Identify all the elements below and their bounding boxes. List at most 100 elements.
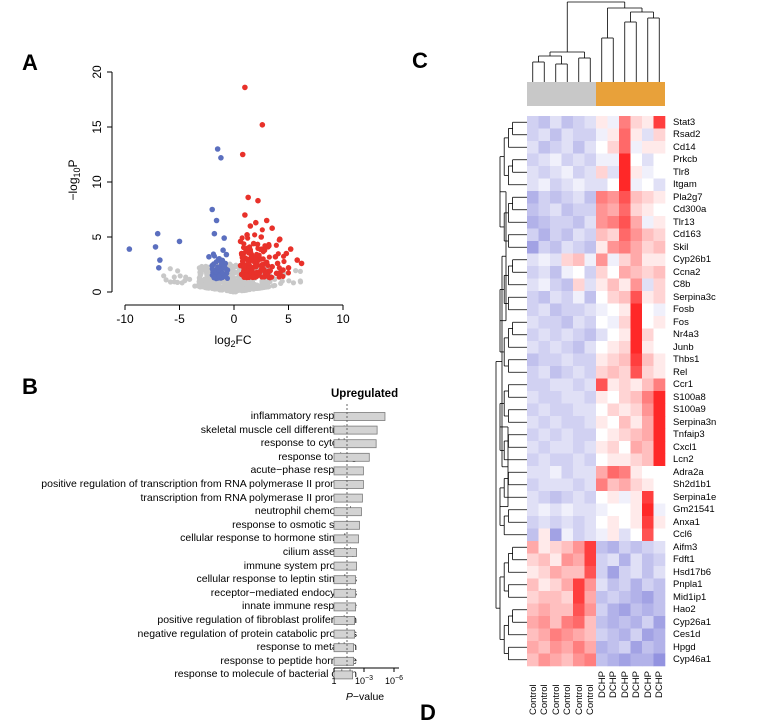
heatmap-cell xyxy=(584,428,597,442)
gene-label: Pnpla1 xyxy=(673,579,703,591)
go-term-label: negative regulation of protein catabolic… xyxy=(137,627,357,640)
heatmap-cell xyxy=(607,441,620,454)
volcano-point-up xyxy=(245,250,252,256)
heatmap-cell xyxy=(607,366,620,379)
heatmap-cell xyxy=(607,491,620,504)
heatmap-cell xyxy=(561,316,574,329)
go-axis: 1 10−3 10−6 xyxy=(331,404,403,686)
heatmap-cell xyxy=(561,253,574,267)
heatmap-cell xyxy=(584,591,597,604)
heatmap-cell xyxy=(561,128,574,142)
gene-label: Ces1d xyxy=(673,629,701,641)
heatmap-cell xyxy=(561,653,574,667)
heatmap-cell xyxy=(619,153,631,167)
heatmap-cell xyxy=(538,566,551,579)
heatmap-cell xyxy=(653,291,666,304)
volcano-point-up xyxy=(247,223,254,229)
volcano-point-up xyxy=(239,235,245,241)
heatmap-cell xyxy=(573,378,585,392)
heatmap-cell xyxy=(573,353,585,367)
volcano-axes: -10 -5 0 5 10 0 5 10 15 20 xyxy=(90,65,350,326)
heatmap-cell xyxy=(642,291,654,304)
heatmap-cell xyxy=(653,653,666,667)
heatmap-cell xyxy=(527,253,539,267)
heatmap-cell xyxy=(527,341,539,354)
heatmap-cell xyxy=(596,653,608,667)
volcano-point-up xyxy=(252,232,258,238)
heatmap-cell xyxy=(561,266,574,279)
heatmap-cell xyxy=(630,241,643,254)
panel-label-c: C xyxy=(412,48,428,73)
volcano-point-up xyxy=(259,122,266,128)
heatmap-cell xyxy=(584,628,597,642)
heatmap-cell xyxy=(584,503,597,517)
go-term-label: cellular response to leptin stimulus xyxy=(196,573,358,586)
heatmap-cell xyxy=(538,416,551,429)
heatmap-cell xyxy=(619,303,631,317)
gene-label: Skil xyxy=(673,241,689,253)
go-term-label: innate immune response xyxy=(242,600,357,613)
heatmap-cell xyxy=(607,616,620,629)
sample-label: Control xyxy=(550,684,562,716)
heatmap-cell xyxy=(561,153,574,167)
heatmap-cell xyxy=(607,166,620,179)
heatmap-cell xyxy=(642,178,654,192)
heatmap-cell xyxy=(653,416,666,429)
heatmap-cell xyxy=(550,178,562,192)
heatmap-cell xyxy=(573,253,585,267)
heatmap-cell xyxy=(642,478,654,492)
heatmap-cell xyxy=(550,541,562,554)
heatmap-cell xyxy=(573,528,585,542)
heatmap-cell xyxy=(630,366,643,379)
heatmap-cell xyxy=(573,503,585,517)
sample-label: DCHP xyxy=(642,671,654,699)
volcano-point-up xyxy=(246,245,252,251)
heatmap-cell xyxy=(538,303,551,317)
heatmap-cell xyxy=(596,166,608,179)
heatmap-cell xyxy=(550,378,562,392)
heatmap-cell xyxy=(619,366,631,379)
heatmap-cell xyxy=(584,491,597,504)
heatmap-cell xyxy=(527,328,539,342)
heatmap-cell xyxy=(573,516,585,529)
heatmap-cell xyxy=(561,216,574,229)
heatmap-cell xyxy=(642,541,654,554)
gene-label: Hsd17b6 xyxy=(673,566,712,578)
heatmap-cell xyxy=(607,178,620,192)
heatmap-cell xyxy=(653,466,666,479)
volcano-point-up xyxy=(265,273,271,279)
heatmap-cell xyxy=(538,341,551,354)
heatmap-cell xyxy=(527,578,539,592)
heatmap-cell xyxy=(527,616,539,629)
heatmap-cell xyxy=(584,341,597,354)
heatmap-cell xyxy=(584,266,597,279)
heatmap-cell xyxy=(527,191,539,204)
gene-label: Fdft1 xyxy=(673,554,695,566)
heatmap-cell xyxy=(630,253,643,267)
heatmap-cell xyxy=(550,266,562,279)
heatmap-cell xyxy=(527,503,539,517)
gene-label: Serpina3c xyxy=(673,291,716,303)
heatmap-cell xyxy=(561,378,574,392)
heatmap-cell xyxy=(596,241,608,254)
heatmap-cell xyxy=(550,491,562,504)
heatmap-cell xyxy=(584,141,597,154)
heatmap-cell xyxy=(607,566,620,579)
gene-label: Mid1ip1 xyxy=(673,591,707,603)
heatmap-cell xyxy=(561,403,574,417)
heatmap-cell xyxy=(630,341,643,354)
heatmap-cell xyxy=(596,428,608,442)
gene-label: Rel xyxy=(673,366,688,378)
heatmap-cell xyxy=(607,153,620,167)
heatmap-cell xyxy=(596,453,608,467)
heatmap-cell xyxy=(630,491,643,504)
heatmap-cell xyxy=(573,453,585,467)
heatmap-cell xyxy=(538,591,551,604)
heatmap-cell xyxy=(538,378,551,392)
volcano-point-ns xyxy=(192,283,198,289)
heatmap-cell xyxy=(596,216,608,229)
heatmap-cell xyxy=(561,553,574,567)
gene-label: Itgam xyxy=(673,179,697,191)
heatmap-cell xyxy=(607,528,620,542)
heatmap-cell xyxy=(573,466,585,479)
